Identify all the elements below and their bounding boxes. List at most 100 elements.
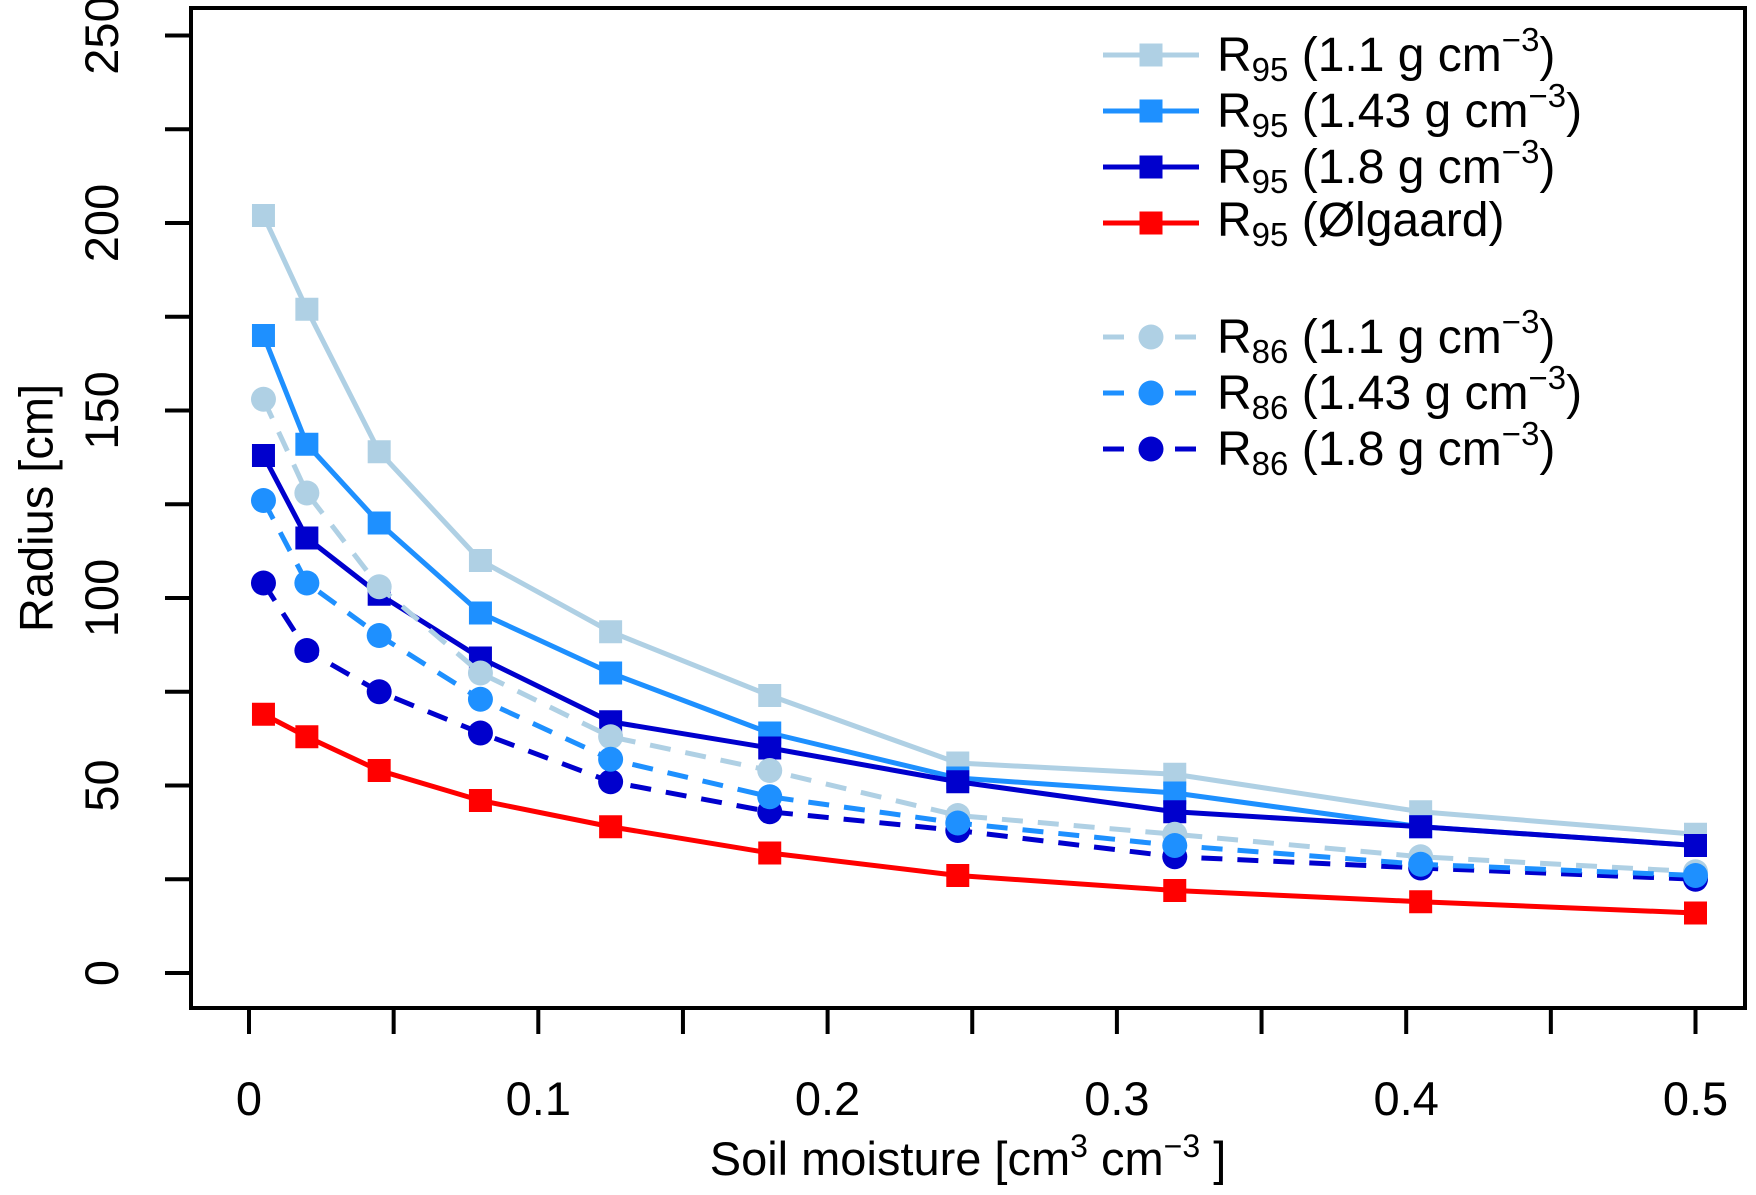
data-point-marker xyxy=(757,784,783,810)
data-point-marker xyxy=(251,204,275,227)
y-tick-label: 250 xyxy=(75,0,128,75)
data-point-marker xyxy=(758,684,782,707)
legend-item-label: R86 (1.1 g cm−3) xyxy=(1217,303,1556,370)
x-tick-label: 0.1 xyxy=(506,1072,571,1125)
data-point-marker xyxy=(1163,781,1187,805)
y-axis: 0 50 100 150 200 250 xyxy=(75,0,191,986)
legend: R95 (1.1 g cm−3) R95 (1.43 g cm−3) R95 (1.… xyxy=(1103,21,1582,482)
data-point-marker xyxy=(251,324,275,347)
data-point-marker xyxy=(294,638,320,663)
x-tick-label: 0.4 xyxy=(1374,1072,1439,1125)
data-point-marker xyxy=(946,864,970,887)
data-point-marker xyxy=(468,549,492,572)
legend-item: R95 (1.1 g cm−3) xyxy=(1103,21,1582,88)
data-point-marker xyxy=(468,601,492,625)
x-axis: 0 0.1 0.2 0.3 0.4 0.5 xyxy=(236,1008,1728,1125)
legend-item-label: R95 (1.1 g cm−3) xyxy=(1217,21,1556,88)
data-point-marker xyxy=(946,770,970,794)
x-axis-title-post: ] xyxy=(1200,1132,1227,1185)
data-point-marker xyxy=(251,444,275,467)
x-axis-title-pre: Soil moisture [cm xyxy=(709,1132,1071,1185)
data-point-marker xyxy=(467,720,493,746)
data-point-marker xyxy=(598,769,624,795)
data-point-marker xyxy=(757,758,783,783)
plot-box xyxy=(189,6,1747,1010)
legend-item-label: R95 (1.43 g cm−3) xyxy=(1217,77,1583,144)
legend-item-label: R95 (Ølgaard) xyxy=(1217,193,1505,253)
x-axis-title-sup2: −3 xyxy=(1163,1128,1201,1164)
data-point-marker xyxy=(1409,815,1433,839)
legend-item: R86 (1.43 g cm−3) xyxy=(1103,359,1582,426)
data-point-marker xyxy=(758,736,782,760)
y-tick-label: 150 xyxy=(75,371,128,449)
data-point-marker xyxy=(250,386,276,412)
data-point-marker xyxy=(945,810,971,836)
series-line xyxy=(261,334,1696,848)
legend-group-gap xyxy=(1103,251,1582,309)
legend-circle-marker-icon xyxy=(1103,380,1199,406)
x-axis-title-sup1: 3 xyxy=(1070,1128,1088,1164)
data-point-marker xyxy=(295,725,319,749)
legend-item-label: R86 (1.8 g cm−3) xyxy=(1217,415,1556,482)
y-tick-label: 200 xyxy=(75,184,128,262)
data-point-marker xyxy=(366,679,392,705)
legend-circle-marker-icon xyxy=(1103,324,1199,350)
series-line xyxy=(261,581,1696,882)
data-point-marker xyxy=(1684,901,1707,925)
legend-item: R95 (1.8 g cm−3) xyxy=(1103,133,1582,200)
data-point-marker xyxy=(367,511,391,535)
x-tick-label: 0.2 xyxy=(795,1072,860,1125)
data-point-marker xyxy=(367,759,391,782)
data-point-marker xyxy=(250,488,276,513)
data-point-marker xyxy=(599,661,623,685)
data-point-marker xyxy=(599,620,623,644)
series-r86-1.43-g-cm-3- xyxy=(250,488,1708,888)
series-line xyxy=(262,712,1696,916)
data-point-marker xyxy=(1163,800,1187,824)
series-line xyxy=(261,214,1696,837)
legend-item-label: R86 (1.43 g cm−3) xyxy=(1217,359,1583,426)
legend-circle-marker-icon xyxy=(1103,436,1199,462)
data-point-marker xyxy=(1162,833,1188,858)
data-point-marker xyxy=(295,526,319,550)
x-axis-title-mid: cm xyxy=(1087,1132,1164,1185)
legend-item: R86 (1.1 g cm−3) xyxy=(1103,303,1582,370)
data-point-marker xyxy=(467,660,493,686)
legend-square-marker-icon xyxy=(1103,211,1199,235)
data-point-marker xyxy=(295,432,319,456)
data-point-marker xyxy=(1684,834,1707,857)
data-point-marker xyxy=(758,841,782,865)
legend-item: R95 (Ølgaard) xyxy=(1103,193,1582,253)
legend-item: R95 (1.43 g cm−3) xyxy=(1103,77,1582,144)
data-point-marker xyxy=(598,724,624,750)
data-point-marker xyxy=(1163,879,1187,902)
series-r95-1.8-g-cm-3- xyxy=(251,444,1707,857)
data-point-marker xyxy=(366,574,392,600)
data-point-marker xyxy=(1409,890,1433,914)
data-point-marker xyxy=(367,440,391,464)
legend-square-marker-icon xyxy=(1103,99,1199,123)
data-point-marker xyxy=(294,570,320,596)
x-tick-label: 0.3 xyxy=(1084,1072,1149,1125)
data-point-marker xyxy=(1408,851,1434,877)
data-point-marker xyxy=(598,746,624,772)
x-tick-label: 0 xyxy=(236,1072,262,1125)
series-line xyxy=(261,398,1696,875)
legend-item-label: R95 (1.8 g cm−3) xyxy=(1217,133,1556,200)
data-point-marker xyxy=(295,297,319,321)
x-tick-label: 0.5 xyxy=(1663,1072,1728,1125)
x-axis-title: Soil moisture [cm3 cm−3 ] xyxy=(191,1128,1745,1186)
data-point-marker xyxy=(366,623,392,648)
y-axis-title: Radius [cm] xyxy=(9,383,63,633)
y-tick-label: 0 xyxy=(75,960,128,986)
series-r95-lgaard- xyxy=(251,702,1707,925)
data-point-marker xyxy=(250,570,276,596)
legend-square-marker-icon xyxy=(1103,155,1199,179)
data-point-marker xyxy=(599,815,623,839)
legend-item: R86 (1.8 g cm−3) xyxy=(1103,415,1582,482)
data-point-marker xyxy=(294,480,320,506)
data-point-marker xyxy=(468,789,492,812)
data-point-marker xyxy=(467,686,493,712)
